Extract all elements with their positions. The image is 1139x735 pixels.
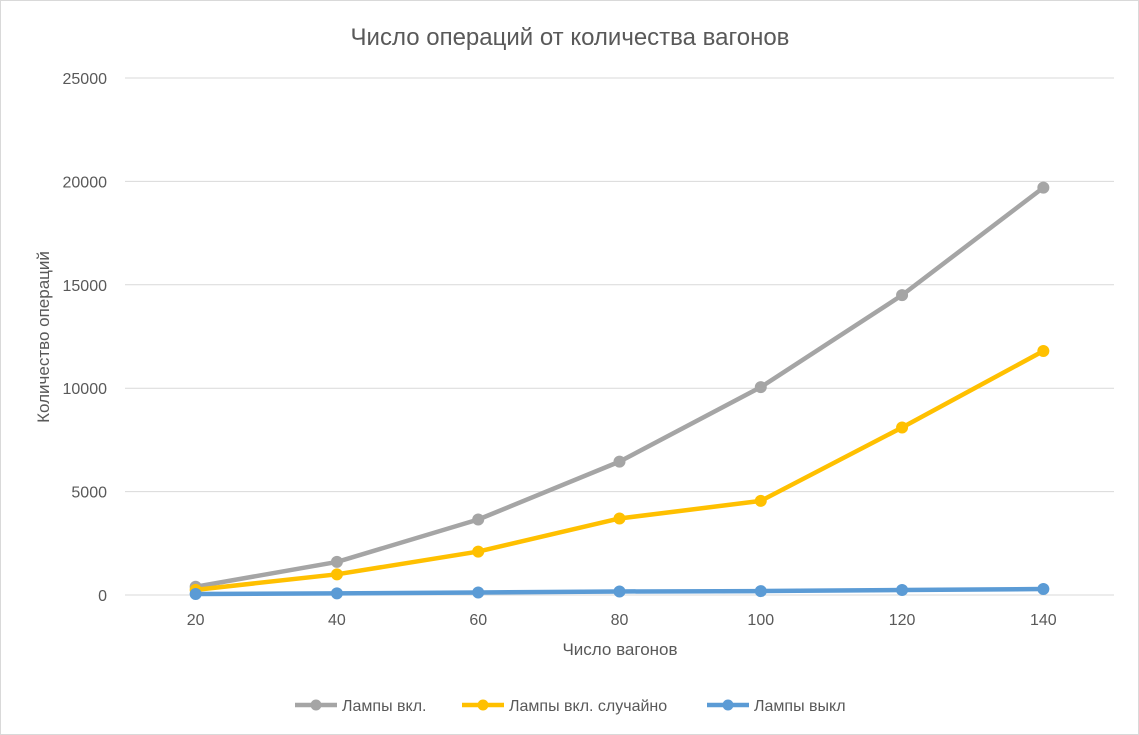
series-line [193,185,1046,589]
series-group [189,181,1050,600]
y-axis-label: Количество операций [34,251,53,423]
legend-marker [722,699,734,711]
x-tick-label: 120 [889,612,916,629]
data-point [1037,344,1050,357]
data-point [472,545,485,558]
x-tick-label: 40 [328,612,346,629]
data-point [472,586,485,599]
data-point [1037,583,1050,596]
legend-label: Лампы вкл. случайно [509,698,667,715]
x-tick-label: 100 [747,612,774,629]
y-axis-ticks: 0 5000 10000 15000 20000 25000 [63,71,108,605]
legend-marker [477,699,489,711]
y-tick-label: 10000 [63,381,108,398]
legend-item: Лампы вкл. [295,698,426,715]
series-3 [189,583,1050,600]
data-point [613,512,626,525]
data-point [754,585,767,598]
y-tick-label: 20000 [63,174,108,191]
y-tick-label: 5000 [71,485,107,502]
series-2 [189,344,1050,596]
data-point [896,421,909,434]
data-point [330,587,343,600]
data-point [896,584,909,597]
legend-item: Лампы выкл [707,698,846,715]
chart-title: Число операций от количества вагонов [351,24,790,51]
data-point [754,494,767,507]
x-tick-label: 20 [187,612,205,629]
data-point [613,585,626,598]
series-line [193,348,1046,593]
series-1 [189,181,1050,593]
data-point [330,568,343,581]
x-axis-label: Число вагонов [562,640,677,659]
legend: Лампы вкл. Лампы вкл. случайно Лампы выкл [295,698,846,715]
x-tick-label: 80 [611,612,629,629]
y-tick-label: 15000 [63,278,108,295]
y-tick-label: 0 [98,588,107,605]
x-axis-ticks: 20 40 60 80 100 120 140 [187,612,1057,629]
data-point [189,587,202,600]
legend-marker [310,699,322,711]
data-point [1037,181,1050,194]
data-point [472,513,485,526]
y-tick-label: 25000 [63,71,108,88]
legend-label: Лампы вкл. [342,698,426,715]
legend-label: Лампы выкл [754,698,846,715]
legend-item: Лампы вкл. случайно [462,698,667,715]
data-point [754,381,767,394]
data-point [613,455,626,468]
data-point [896,289,909,302]
x-tick-label: 60 [469,612,487,629]
data-point [330,555,343,568]
gridlines [125,77,1114,596]
x-tick-label: 140 [1030,612,1057,629]
